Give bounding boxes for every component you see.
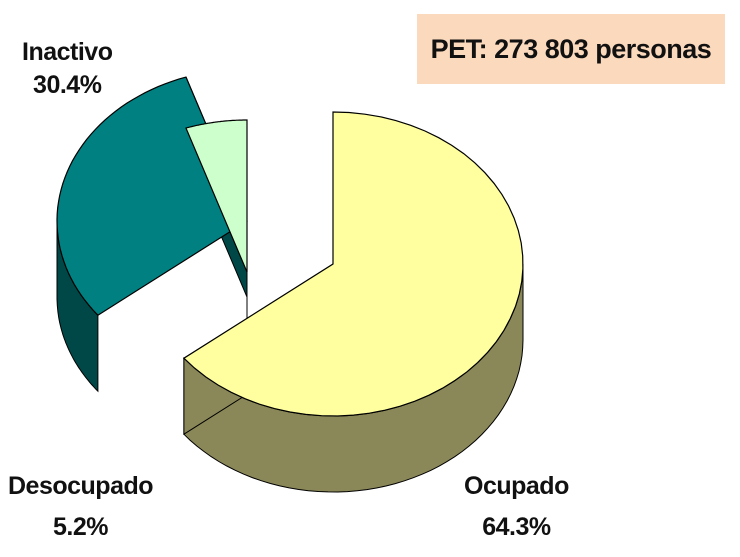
slice-desocupado [185,119,248,273]
chart-title-box: PET: 273 803 personas [417,14,725,84]
slice-name-inactivo: Inactivo [22,38,113,66]
slice-ocupado [182,111,524,417]
slice-value-ocupado: 64.3% [482,513,551,541]
chart-title: PET: 273 803 personas [430,33,712,64]
slice-value-desocupado: 5.2% [53,513,108,541]
ocupado-label-group: Ocupado 64.3% [464,470,569,544]
inactivo-label-group: Inactivo 30.4% [22,36,113,102]
slice-value-inactivo: 30.4% [33,71,102,99]
slice-name-ocupado: Ocupado [464,472,569,500]
desocupado-label-group: Desocupado 5.2% [8,470,154,544]
slice-name-desocupado: Desocupado [8,472,154,500]
